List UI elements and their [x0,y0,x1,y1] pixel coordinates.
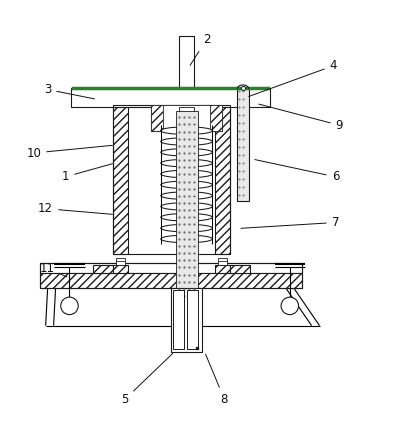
Text: 5: 5 [121,353,173,406]
Bar [210,105,222,131]
Bar [113,105,128,254]
Bar [40,273,302,288]
Ellipse shape [161,181,212,189]
Bar [179,107,194,210]
Ellipse shape [161,235,212,243]
Text: 7: 7 [241,216,339,229]
Ellipse shape [161,224,212,232]
Ellipse shape [161,170,212,178]
Text: 6: 6 [255,160,339,183]
Text: 10: 10 [26,146,112,159]
Bar [218,258,227,265]
Bar [40,263,302,288]
Bar [151,105,222,131]
Bar [40,263,302,273]
Bar [113,265,128,273]
Text: 3: 3 [44,83,94,99]
Text: 1: 1 [62,164,112,183]
Bar [113,105,230,254]
Ellipse shape [161,149,212,156]
Bar [173,291,184,349]
Ellipse shape [161,159,212,167]
Bar [151,105,163,131]
Circle shape [281,297,299,315]
Bar [93,265,113,273]
Bar [179,36,194,88]
Bar [187,291,198,349]
Text: 12: 12 [38,202,112,215]
Bar [163,105,210,131]
Bar [116,258,125,265]
Bar [215,265,230,273]
Text: 2: 2 [190,33,210,65]
Bar [171,288,202,352]
Bar [215,105,230,254]
Ellipse shape [161,202,212,210]
Text: 9: 9 [259,104,343,132]
Ellipse shape [161,127,212,134]
Bar [175,111,197,302]
Bar [230,265,250,273]
Text: 11: 11 [40,262,67,277]
Circle shape [61,297,78,315]
Bar [71,88,270,107]
Ellipse shape [161,214,212,221]
Text: 4: 4 [249,59,337,97]
Ellipse shape [161,192,212,199]
Ellipse shape [161,138,212,145]
Text: 8: 8 [206,354,228,406]
Bar [237,88,249,201]
